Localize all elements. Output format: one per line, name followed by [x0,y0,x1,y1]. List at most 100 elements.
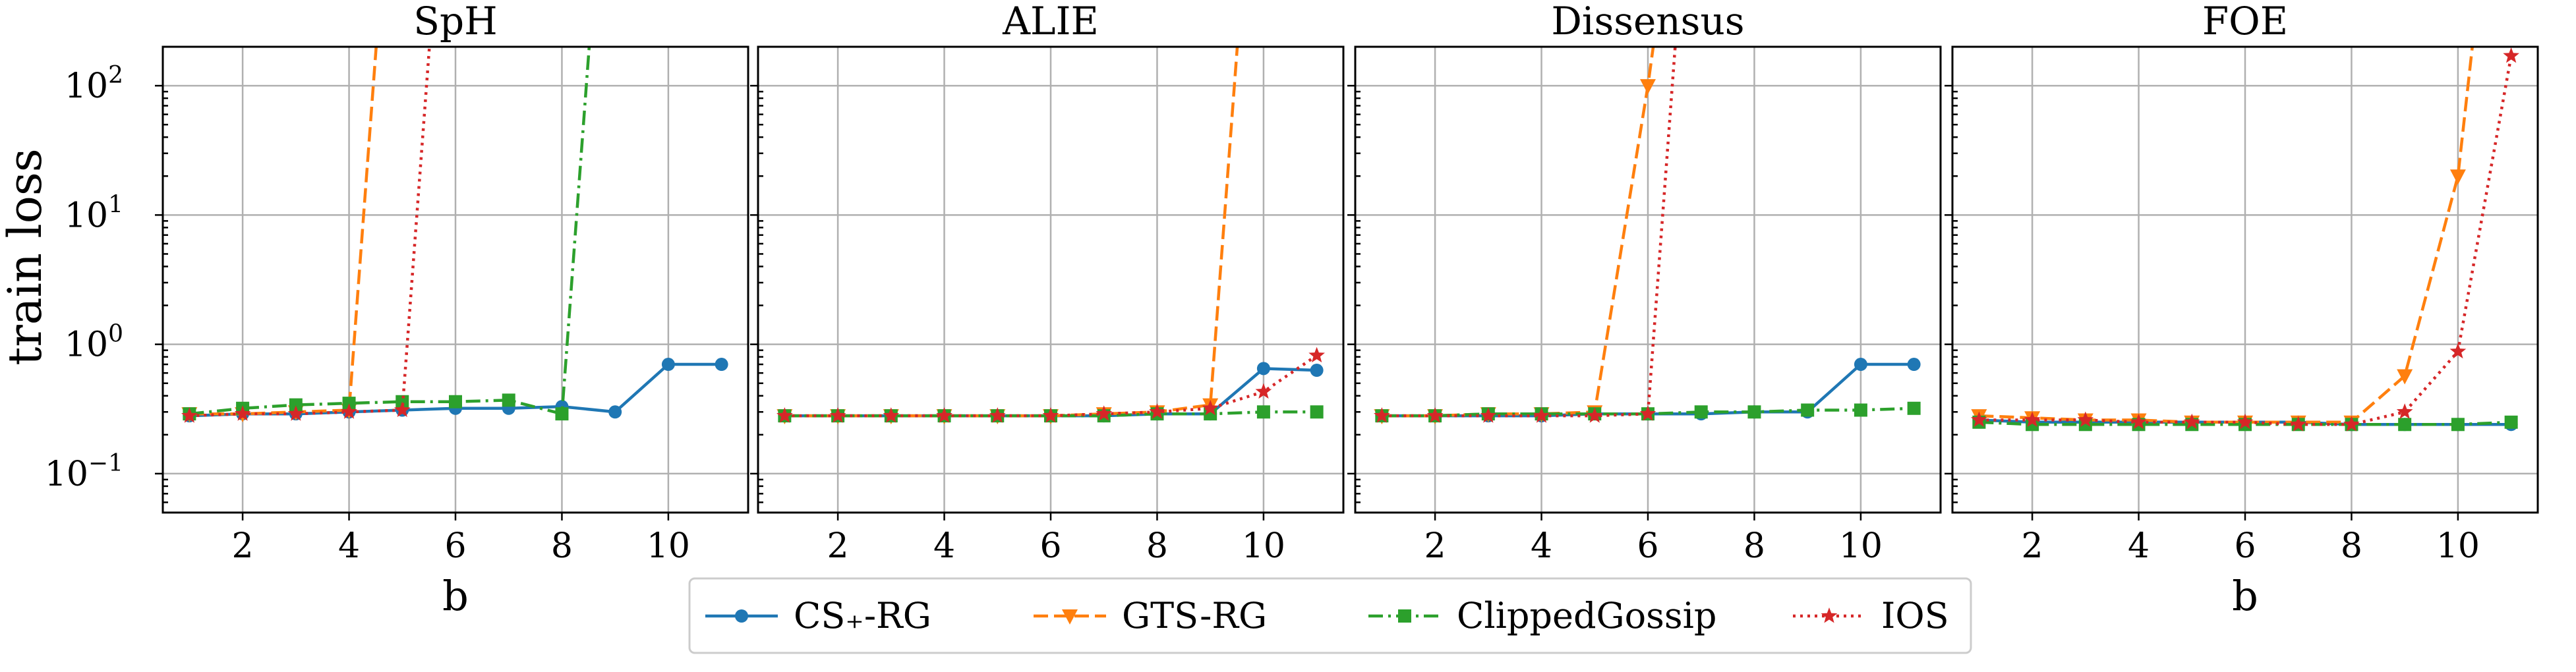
panel-sph: 2 4 6 8 10 10−1 100 101 102 SpH b [45,0,749,620]
data-point [1096,405,1113,421]
data-point [1801,403,1815,417]
x-tick-label: 4 [338,526,360,566]
data-point [1426,407,1444,423]
series-ios [1971,47,2519,432]
series-clippedgossip [183,47,591,421]
data-point [1533,407,1550,423]
panel-title: FOE [2202,0,2288,43]
y-tick-label: 100 [65,321,123,365]
data-point [2343,416,2360,432]
y-axis-label: train loss [0,148,52,365]
series-line [1979,55,2513,426]
data-point [1971,411,1987,427]
data-point [1854,403,1867,417]
series-ios [181,47,431,423]
legend-marker [1062,609,1078,625]
x-tick-label: 6 [1637,526,1658,566]
data-point [1256,362,1270,376]
x-tick-label: 4 [933,526,955,566]
data-point [1308,347,1325,363]
data-point [661,358,675,372]
data-point [1480,407,1497,423]
data-point [234,405,251,421]
data-point [936,407,952,423]
series-ios [1374,47,1677,423]
legend-box [688,577,1972,654]
legend-label: CS₊-RG [794,595,931,636]
x-tick-label: 10 [1242,526,1285,566]
legend-entry: CS₊-RG [705,595,931,636]
x-tick-label: 4 [2128,526,2150,566]
x-tick-label: 8 [1146,526,1168,566]
legend: CS₊-RG GTS-RG ClippedGossip IOS [688,577,1972,654]
x-tick-label: 2 [232,526,254,566]
x-axis-label: b [442,572,469,620]
data-point [2397,369,2413,385]
data-point [1747,405,1761,419]
panel-foe: 2 4 6 8 10 FOE b [1945,0,2539,620]
data-point [776,407,793,423]
x-tick-label: 2 [2022,526,2043,566]
data-point [502,393,515,407]
data-point [2398,418,2412,432]
data-point [555,407,569,421]
legend-marker [1398,609,1411,623]
y-tick-label: 102 [65,62,123,106]
data-point [2130,413,2147,430]
data-point [1202,399,1219,416]
legend-marker [1821,607,1838,623]
panel-alie: 246810ALIEb [750,0,1345,620]
x-axis-label: b [2232,572,2258,620]
data-point [1374,407,1390,423]
x-tick-label: 10 [1839,526,1883,566]
x-tick-label: 10 [647,526,690,566]
panel-dissensus: 246810Dissensusb [1347,0,1942,620]
data-point [394,401,411,417]
data-point [289,398,303,412]
data-point [2451,418,2465,432]
data-point [287,405,305,421]
data-point [2396,403,2413,419]
series-gts-rg [181,47,378,423]
data-point [715,358,728,372]
data-point [341,403,357,419]
panel-title: Dissensus [1551,0,1744,43]
legend-entry: GTS-RG [1034,595,1267,636]
panel-title: SpH [413,0,497,43]
legend-label: ClippedGossip [1457,595,1716,636]
series-gts-rg [776,47,1239,425]
x-tick-label: 8 [1743,526,1765,566]
data-point [2449,343,2467,359]
x-tick-label: 6 [2234,526,2256,566]
panel-title: ALIE [1002,0,1099,43]
x-tick-label: 2 [827,526,849,566]
data-point [1907,401,1921,415]
data-point [2077,411,2094,427]
data-point [2503,47,2519,63]
data-point [883,407,900,423]
series-line [1979,420,2511,426]
legend-entry: ClippedGossip [1368,595,1716,636]
data-point [181,407,198,423]
data-point [1149,403,1165,419]
legend-entry: IOS [1793,595,1949,636]
data-point [2183,413,2200,430]
data-point [1256,405,1270,419]
data-point [1694,405,1708,419]
x-tick-label: 2 [1424,526,1446,566]
x-tick-label: 6 [1039,526,1061,566]
data-point [1639,405,1656,421]
data-point [829,407,846,423]
data-point [449,395,462,408]
data-point [1310,405,1324,419]
data-point [2449,169,2466,185]
legend-label: GTS-RG [1122,595,1267,636]
data-point [1586,407,1603,423]
data-point [1854,358,1867,372]
series-line [784,47,1239,418]
series-line [189,47,431,418]
legend-marker [735,609,748,623]
x-tick-label: 8 [551,526,573,566]
